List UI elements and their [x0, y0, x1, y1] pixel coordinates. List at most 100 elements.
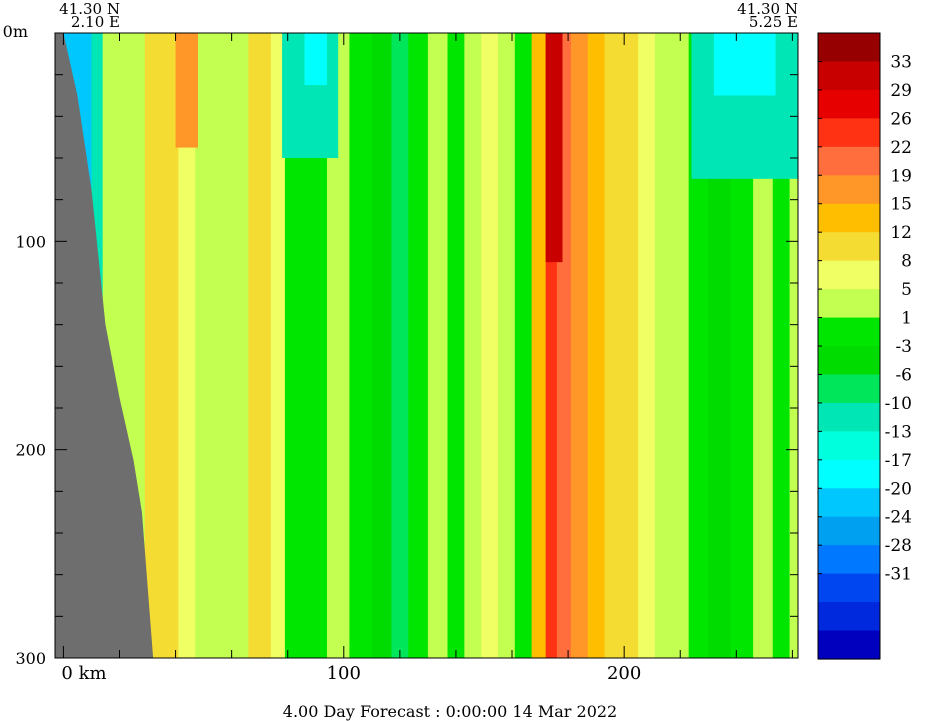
colorbar-label: -13 [885, 422, 912, 442]
field-band [481, 33, 499, 658]
colorbar-label: -24 [885, 508, 912, 528]
colorbar-swatch [818, 602, 880, 632]
colorbar-swatch [818, 573, 880, 603]
field-band [144, 33, 163, 658]
colorbar-swatch [818, 402, 880, 432]
colorbar-label: 5 [901, 280, 912, 300]
x-axis-labels: 0 km 100 200 [61, 663, 641, 684]
colorbar-swatch [818, 459, 880, 489]
field-band [214, 33, 235, 658]
colorbar-label: 15 [890, 195, 912, 215]
colorbar-label: -17 [885, 451, 912, 471]
colorbar-swatch [818, 33, 880, 63]
colorbar-swatch [818, 346, 880, 376]
field-band [587, 33, 606, 658]
colorbar-swatch [818, 317, 880, 347]
colorbar-swatch [818, 175, 880, 205]
field-band [671, 33, 690, 658]
y-tick-label: 300 [15, 649, 46, 668]
field-band [447, 33, 465, 658]
colorbar-label: 22 [890, 138, 912, 158]
field-band [248, 33, 261, 658]
colorbar-label: -6 [895, 365, 912, 385]
field-band [371, 33, 392, 658]
y-tick-label: 0m [3, 22, 28, 41]
field-band [391, 33, 409, 658]
colorbar-label: 33 [890, 52, 912, 72]
y-tick-label: 200 [15, 441, 46, 460]
colorbar-swatch [818, 431, 880, 461]
colorbar-swatch [818, 374, 880, 404]
x-tick-label: 0 km [61, 663, 106, 684]
field-band [570, 33, 589, 658]
axis-ticks [55, 32, 798, 659]
field-band [789, 33, 798, 658]
surface-patch [545, 33, 563, 263]
colorbar-label: 12 [890, 223, 912, 243]
colorbar-swatch [818, 203, 880, 233]
colorbar-label: 29 [890, 81, 912, 101]
field-band [621, 33, 639, 658]
x-tick-label: 200 [607, 663, 641, 684]
colorbar-label: -3 [895, 337, 912, 357]
field-band [688, 33, 709, 658]
colorbar-swatch [818, 516, 880, 546]
colorbar-swatch [818, 118, 880, 148]
field-band [284, 33, 306, 658]
colorbar-label: 8 [901, 252, 912, 272]
colorbar-label: 1 [901, 309, 912, 329]
field-band [514, 33, 533, 658]
colorbar-label: -10 [885, 394, 912, 414]
field-band [638, 33, 656, 658]
colorbar-swatch [818, 488, 880, 518]
field-band [604, 33, 622, 658]
field-band [730, 33, 754, 658]
colorbar-label: -20 [885, 479, 912, 499]
y-axis-labels: 0m 100 200 300 [3, 22, 46, 668]
colorbar-swatch [818, 146, 880, 176]
field-band [178, 33, 196, 658]
colorbar-swatch [818, 260, 880, 290]
plot-frame [54, 32, 799, 659]
colorbar-swatch [818, 545, 880, 575]
field-band [270, 33, 286, 658]
field-band [427, 33, 449, 658]
colorbar-label: -31 [885, 565, 912, 585]
left-longitude-label: 2.10 E [71, 13, 120, 31]
corner-labels: 41.30 N 2.10 E 41.30 N 5.25 E [59, 0, 798, 31]
field-band [497, 33, 516, 658]
right-longitude-label: 5.25 E [749, 13, 798, 31]
field-band [234, 33, 249, 658]
field-band [326, 33, 350, 658]
colorbar: 33 29 26 22 19 15 12 8 5 1 -3 -6 -10 -13 -17 -20 -24 -28 -… [817, 32, 912, 660]
field-band [464, 33, 482, 658]
field-band [195, 33, 216, 658]
field-band [161, 33, 179, 658]
left-latitude-label: 41.30 N [59, 0, 120, 18]
surface-patch [304, 33, 327, 86]
surface-patch [713, 33, 776, 96]
field-band [753, 33, 774, 658]
colorbar-label: -28 [885, 536, 912, 556]
field-band [259, 33, 272, 658]
field-band [349, 33, 373, 658]
field-band [408, 33, 429, 658]
right-latitude-label: 41.30 N [737, 0, 798, 18]
forecast-footer: 4.00 Day Forecast : 0:00:00 14 Mar 2022 [283, 702, 617, 721]
colorbar-swatch [818, 89, 880, 119]
x-tick-label: 100 [327, 663, 361, 684]
colorbar-swatch [818, 232, 880, 262]
seabed-mask [55, 33, 154, 658]
colorbar-label: 26 [890, 109, 912, 129]
colorbar-swatch [818, 61, 880, 91]
field-band [708, 33, 732, 658]
colorbar-swatch [818, 289, 880, 319]
field-band [304, 33, 328, 658]
field-band [545, 33, 558, 658]
y-tick-label: 100 [15, 232, 46, 251]
colorbar-label: 19 [890, 166, 912, 186]
field-band [772, 33, 791, 658]
temperature-field [55, 33, 798, 658]
colorbar-swatch [818, 630, 880, 660]
